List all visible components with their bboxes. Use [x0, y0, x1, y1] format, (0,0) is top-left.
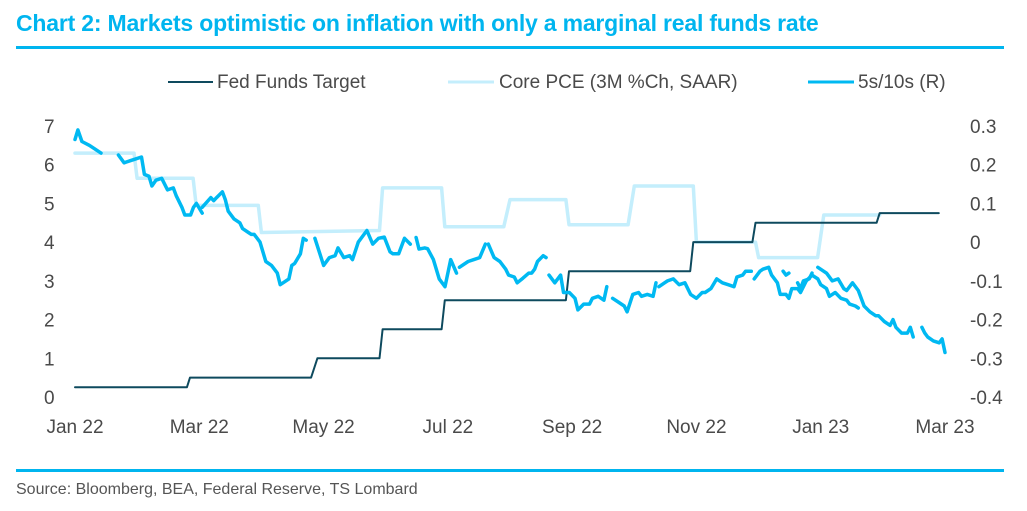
series-spread: [200, 190, 308, 287]
series-spread: [73, 128, 103, 155]
series-spread: [414, 235, 459, 289]
x-tick-label: Nov 22: [666, 417, 726, 438]
series-spread: [116, 153, 204, 217]
series-spread: [920, 325, 947, 355]
y2-tick-label: 0.2: [970, 156, 996, 177]
y-tick-label: 6: [44, 156, 55, 177]
title-divider: [16, 46, 1004, 49]
series-spread: [752, 265, 861, 310]
legend-label-fed-funds: Fed Funds Target: [217, 72, 366, 93]
y2-tick-label: -0.2: [970, 311, 1003, 332]
chart-title: Chart 2: Markets optimistic on inflation…: [16, 10, 819, 36]
series-spread: [781, 269, 791, 277]
chart-canvas: Fed Funds Target Core PCE (3M %Ch, SAAR)…: [44, 72, 1003, 438]
legend-label-spread: 5s/10s (R): [858, 72, 946, 93]
series-spread: [816, 265, 915, 339]
series-spread: [657, 269, 754, 301]
x-tick-label: Mar 22: [170, 417, 229, 438]
y2-tick-label: -0.3: [970, 349, 1003, 370]
source-note: Source: Bloomberg, BEA, Federal Reserve,…: [16, 481, 418, 498]
x-axis: Jan 22 Mar 22 May 22 Jul 22 Sep 22 Nov 22 Jan …: [46, 417, 974, 438]
y-tick-label: 2: [44, 311, 55, 332]
series-spread: [610, 281, 658, 314]
series-layer: [73, 128, 947, 389]
series-fed-funds: [74, 212, 940, 389]
series-spread: [457, 242, 488, 270]
y2-tick-label: 0: [970, 233, 981, 254]
legend-label-core-pce: Core PCE (3M %Ch, SAAR): [499, 72, 738, 93]
y2-tick-label: -0.1: [970, 272, 1003, 293]
y-axis-left: 0 1 2 3 4 5 6 7: [44, 117, 55, 409]
legend: Fed Funds Target Core PCE (3M %Ch, SAAR)…: [168, 72, 946, 93]
y-tick-label: 3: [44, 272, 55, 293]
x-tick-label: Sep 22: [542, 417, 602, 438]
x-tick-label: May 22: [292, 417, 354, 438]
y-tick-label: 4: [44, 233, 55, 254]
y-tick-label: 1: [44, 349, 55, 370]
source-divider: [16, 469, 1004, 472]
series-spread: [486, 242, 548, 285]
y2-tick-label: 0.1: [970, 194, 996, 215]
series-spread: [795, 271, 814, 291]
x-tick-label: Jul 22: [423, 417, 474, 438]
x-tick-label: Mar 23: [915, 417, 974, 438]
y-tick-label: 0: [44, 388, 55, 409]
y2-tick-label: 0.3: [970, 117, 996, 138]
x-tick-label: Jan 22: [46, 417, 103, 438]
series-spread: [313, 228, 413, 268]
y2-tick-label: -0.4: [970, 388, 1003, 409]
y-axis-right: 0.3 0.2 0.1 0 -0.1 -0.2 -0.3 -0.4: [970, 117, 1003, 409]
series-core-pce: [73, 151, 882, 260]
y-tick-label: 7: [44, 117, 55, 138]
x-tick-label: Jan 23: [792, 417, 849, 438]
y-tick-label: 5: [44, 194, 55, 215]
series-spread: [547, 273, 609, 312]
